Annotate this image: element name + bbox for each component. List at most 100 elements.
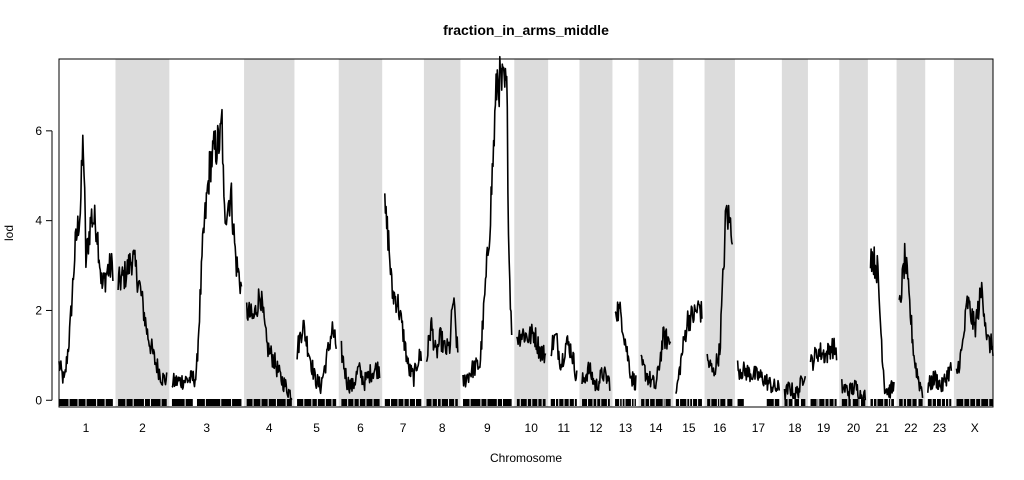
marker-nick	[719, 399, 721, 406]
marker-nick	[963, 399, 965, 406]
marker-nick	[365, 399, 367, 406]
x-tick-label-chr-14: 14	[649, 421, 663, 435]
y-tick-label-2: 2	[35, 303, 42, 317]
lod-line-chr-7	[384, 193, 423, 388]
marker-nick	[917, 399, 919, 406]
marker-nick	[316, 399, 318, 406]
marker-nick	[935, 399, 937, 406]
marker-nick	[353, 399, 355, 406]
marker-nick	[851, 399, 853, 406]
x-tick-label-chr-8: 8	[439, 421, 446, 435]
marker-nick	[537, 399, 539, 406]
x-tick-label-chr-13: 13	[619, 421, 633, 435]
lod-line-chr-4	[245, 288, 293, 401]
marker-nick	[324, 399, 326, 406]
marker-nick	[448, 399, 450, 406]
marker-nick	[624, 399, 626, 406]
y-tick-label-6: 6	[35, 124, 42, 138]
marker-rug-chr-5-0	[297, 399, 337, 406]
lod-line-chr-23	[927, 361, 953, 393]
marker-nick	[697, 399, 699, 406]
marker-nick	[568, 399, 570, 406]
lod-line-chr-20	[841, 379, 867, 402]
x-tick-label-chr-3: 3	[203, 421, 210, 435]
lod-line-chr-2	[117, 249, 168, 386]
marker-rug-chr-23-0	[927, 399, 952, 406]
x-axis-label: Chromosome	[490, 451, 562, 465]
x-tick-label-chr-1: 1	[83, 421, 90, 435]
marker-nick	[750, 399, 752, 406]
marker-nick	[824, 399, 826, 406]
marker-rug-chr-21-0	[870, 399, 894, 406]
marker-rug-chr-2-0	[118, 399, 167, 406]
y-axis-label: lod	[2, 225, 16, 241]
marker-nick	[440, 399, 442, 406]
band-chr-18	[781, 59, 808, 407]
lod-line-chr-11	[550, 332, 578, 382]
marker-rug-chr-3-0	[171, 399, 193, 406]
marker-nick	[911, 399, 913, 406]
plot-frame	[58, 58, 994, 408]
marker-nick	[859, 399, 861, 406]
marker-nick	[679, 399, 681, 406]
marker-nick	[633, 399, 635, 406]
marker-nick	[252, 399, 254, 406]
marker-nick	[664, 399, 666, 406]
marker-nick	[833, 399, 835, 406]
marker-nick	[980, 399, 982, 406]
marker-nick	[654, 399, 656, 406]
chromosome-bands	[115, 59, 993, 407]
marker-nick	[764, 399, 766, 406]
marker-nick	[260, 399, 262, 406]
marker-nick	[606, 399, 608, 406]
marker-rug-chr-17-1	[766, 399, 780, 406]
marker-rug-chr-19-0	[810, 399, 837, 406]
marker-nick	[558, 399, 560, 406]
marker-nick	[940, 399, 942, 406]
marker-nick	[692, 399, 694, 406]
x-tick-label-chr-2: 2	[139, 421, 146, 435]
marker-nick	[541, 399, 543, 406]
marker-nick	[592, 399, 594, 406]
marker-rug-chr-4-0	[246, 399, 292, 406]
marker-rug-chr-12-0	[582, 399, 610, 406]
marker-nick	[847, 399, 849, 406]
marker-nick	[125, 399, 127, 406]
y-tick-label-0: 0	[35, 393, 42, 407]
x-tick-label-chr-22: 22	[904, 421, 918, 435]
marker-rug-chr-22-0	[899, 399, 923, 406]
marker-nick	[436, 399, 438, 406]
lod-line-chr-22	[898, 242, 924, 398]
x-tick-label-chr-19: 19	[817, 421, 831, 435]
chart-title: fraction_in_arms_middle	[443, 22, 609, 38]
marker-nick	[906, 399, 908, 406]
marker-rug-chr-14-0	[641, 399, 671, 406]
marker-nick	[358, 399, 360, 406]
marker-nick	[85, 399, 87, 406]
x-axis: 1 2 3 4 5 6 7 8 9 10 11 12 13 14 15 16 17 18 19 20 21 22 23 X	[83, 421, 979, 435]
marker-nick	[619, 399, 621, 406]
marker-nick	[519, 399, 521, 406]
x-tick-label-chr-X: X	[971, 421, 979, 435]
lod-line-chr-21	[869, 246, 895, 399]
x-tick-label-chr-6: 6	[357, 421, 364, 435]
x-tick-label-chr-12: 12	[589, 421, 603, 435]
marker-nick	[818, 399, 820, 406]
lod-line-chr-X	[955, 281, 994, 375]
x-tick-label-chr-9: 9	[484, 421, 491, 435]
marker-rug-chr-6-0	[341, 399, 380, 406]
marker-nick	[689, 399, 691, 406]
marker-nick	[414, 399, 416, 406]
lod-line-chr-6	[340, 340, 381, 394]
marker-nick	[372, 399, 374, 406]
marker-nick	[496, 399, 498, 406]
marker-rug-chr-3-1	[196, 399, 242, 406]
marker-nick	[883, 399, 885, 406]
marker-nick	[403, 399, 405, 406]
x-tick-label-chr-10: 10	[525, 421, 539, 435]
marker-nick	[630, 399, 632, 406]
marker-nick	[792, 399, 794, 406]
marker-rug-chr-20-0	[841, 399, 866, 406]
lod-line-chr-14	[640, 326, 672, 390]
lod-line-chr-10	[516, 323, 547, 364]
